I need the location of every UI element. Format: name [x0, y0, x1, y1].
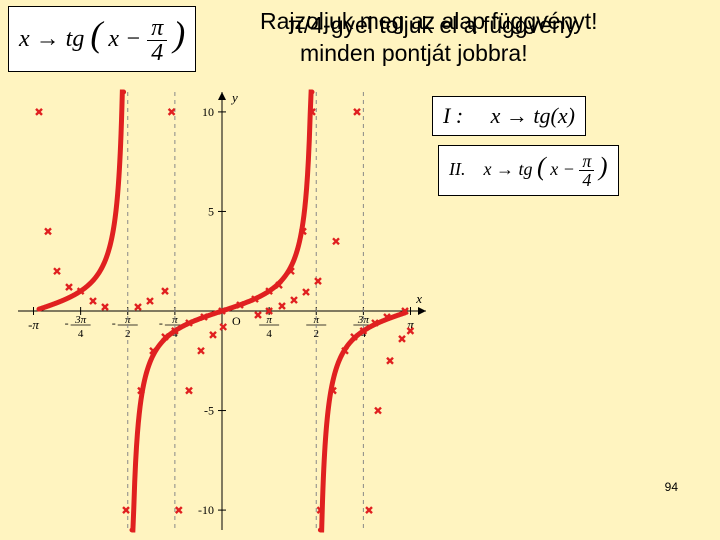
svg-text:-5: -5	[204, 404, 214, 418]
formula-main: x → tg ( x − π 4 )	[8, 6, 196, 72]
svg-text:O: O	[232, 314, 241, 328]
formula-main-text: x → tg ( x − π 4 )	[19, 26, 185, 52]
svg-text:4: 4	[266, 328, 272, 340]
svg-text:-: -	[65, 316, 69, 330]
formula-II-text: II. x → tg ( x − π 4 )	[449, 159, 608, 179]
svg-text:-: -	[159, 316, 163, 330]
svg-text:10: 10	[202, 105, 214, 119]
formula-I-text: I : x → tg(x)	[443, 103, 575, 128]
svg-text:π: π	[266, 314, 272, 326]
formula-I: I : x → tg(x)	[432, 96, 586, 136]
svg-text:5: 5	[208, 204, 214, 218]
svg-text:3π: 3π	[74, 314, 87, 326]
svg-text:-π: -π	[28, 317, 39, 332]
svg-text:-10: -10	[198, 503, 214, 517]
svg-text:4: 4	[78, 328, 84, 340]
title-line-2: minden pontját jobbra!	[300, 40, 528, 67]
tangent-chart: xyO105-5-10-π-3π4-π2-π4π4π23π4π	[0, 82, 438, 540]
svg-text:-: -	[112, 316, 116, 330]
svg-text:y: y	[230, 90, 238, 105]
svg-text:x: x	[415, 291, 422, 306]
formula-II: II. x → tg ( x − π 4 )	[438, 145, 619, 196]
title-overlap: π/4-gyel toljuk el a függvény	[288, 12, 576, 39]
page-number: 94	[665, 480, 678, 494]
